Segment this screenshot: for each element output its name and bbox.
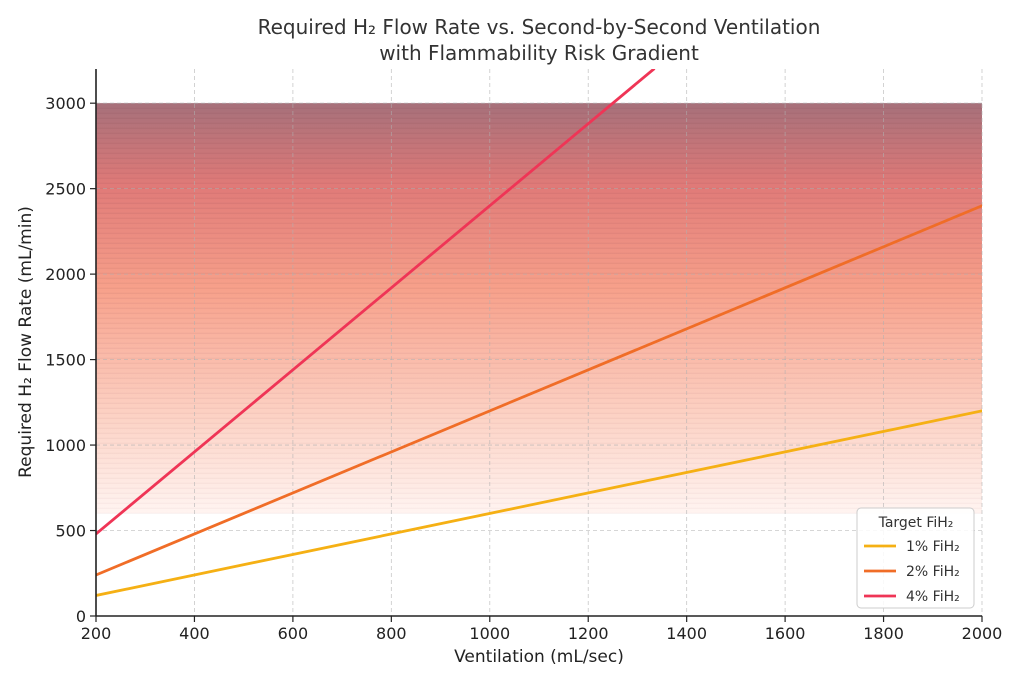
x-tick-label: 600 — [278, 624, 309, 643]
y-tick-label: 0 — [76, 607, 86, 626]
series-line-3 — [96, 69, 656, 536]
x-axis-ticks: 200 400 600 800 1000 1200 1400 1600 1800 2000 — [81, 616, 1003, 643]
x-tick-label: 800 — [376, 624, 407, 643]
series-line-2 — [96, 204, 982, 577]
y-tick-label: 1500 — [45, 351, 86, 370]
x-tick-label: 1200 — [568, 624, 609, 643]
x-tick-label: 200 — [81, 624, 112, 643]
y-axis-ticks: 0 500 1000 1500 2000 2500 3000 — [45, 94, 96, 626]
y-axis-label: Required H₂ Flow Rate (mL/min) — [16, 206, 36, 478]
legend-box — [856, 507, 975, 609]
chart-title-line1: Required H₂ Flow Rate vs. Second-by-Seco… — [258, 15, 821, 39]
legend-title: Target FiH₂ — [878, 515, 954, 531]
x-tick-label: 1800 — [863, 624, 904, 643]
legend-label-2: 2% FiH₂ — [906, 564, 960, 580]
x-tick-label: 1400 — [666, 624, 707, 643]
legend-label-3: 4% FiH₂ — [906, 589, 960, 605]
x-tick-label: 400 — [179, 624, 210, 643]
x-tick-label: 1600 — [765, 624, 806, 643]
y-tick-label: 2500 — [45, 180, 86, 199]
x-tick-label: 2000 — [962, 624, 1003, 643]
legend-items: 1% FiH₂ 2% FiH₂ 4% FiH₂ — [864, 539, 960, 605]
x-tick-label: 1000 — [469, 624, 510, 643]
y-tick-label: 500 — [55, 522, 86, 541]
legend: Target FiH₂ 1% FiH₂ 2% FiH₂ 4% FiH₂ — [856, 507, 975, 609]
legend-label-1: 1% FiH₂ — [906, 539, 960, 555]
chart-title: Required H₂ Flow Rate vs. Second-by-Seco… — [258, 15, 821, 65]
axes — [95, 69, 982, 617]
x-axis-label: Ventilation (mL/sec) — [454, 647, 624, 667]
y-tick-label: 2000 — [45, 265, 86, 284]
y-tick-label: 3000 — [45, 94, 86, 113]
series-group — [96, 69, 982, 597]
chart-title-line2: with Flammability Risk Gradient — [379, 41, 699, 65]
series-line-1 — [96, 409, 982, 597]
y-tick-label: 1000 — [45, 436, 86, 455]
